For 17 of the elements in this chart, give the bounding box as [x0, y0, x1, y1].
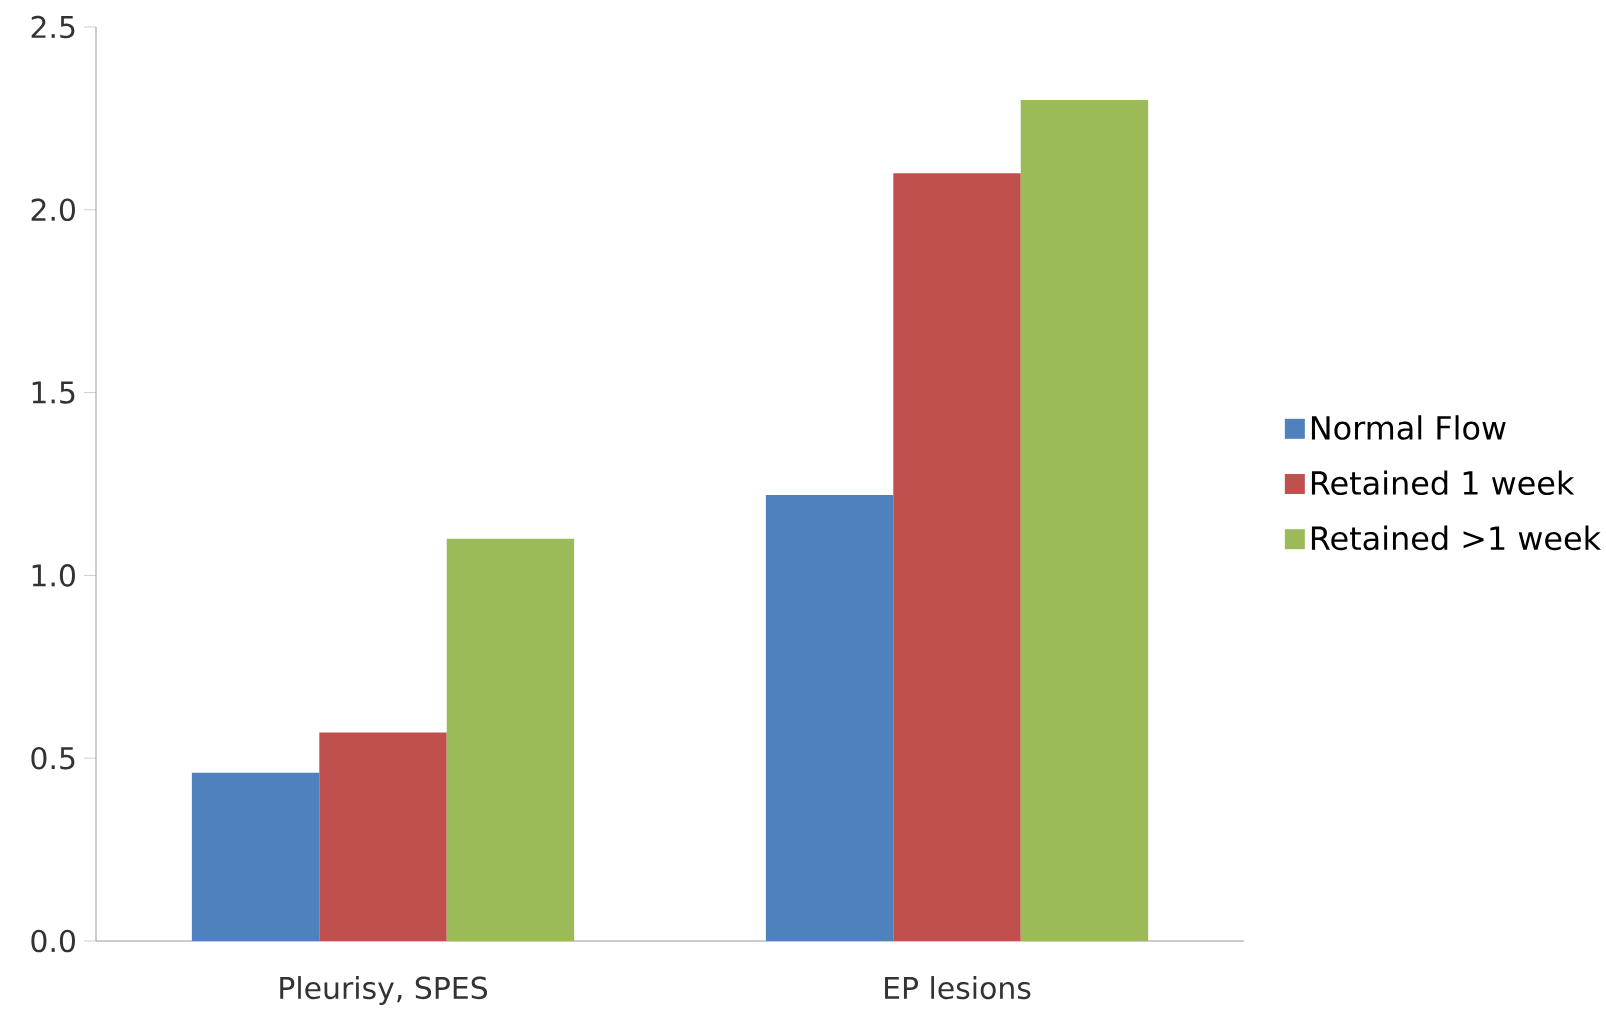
bar — [765, 494, 894, 941]
bar — [1020, 100, 1149, 941]
y-tick-label: 1.5 — [32, 381, 75, 404]
y-tick-label: 1.0 — [32, 564, 75, 587]
legend-label: Normal Flow — [1311, 415, 1506, 440]
x-tick-label: Pleurisy, SPES — [280, 976, 488, 1005]
x-tick-label: EP lesions — [885, 976, 1031, 1000]
legend-label: Retained >1 week — [1311, 525, 1602, 551]
y-tick-label: 0.0 — [31, 929, 75, 953]
bar — [893, 173, 1021, 941]
bar — [319, 732, 447, 941]
y-tick-label: 2.0 — [31, 198, 75, 222]
bar — [446, 538, 575, 941]
y-tick-label: 0.5 — [31, 746, 75, 770]
bar — [191, 772, 320, 941]
legend-label: Retained 1 week — [1311, 470, 1575, 496]
y-tick-label: 2.5 — [31, 15, 75, 39]
